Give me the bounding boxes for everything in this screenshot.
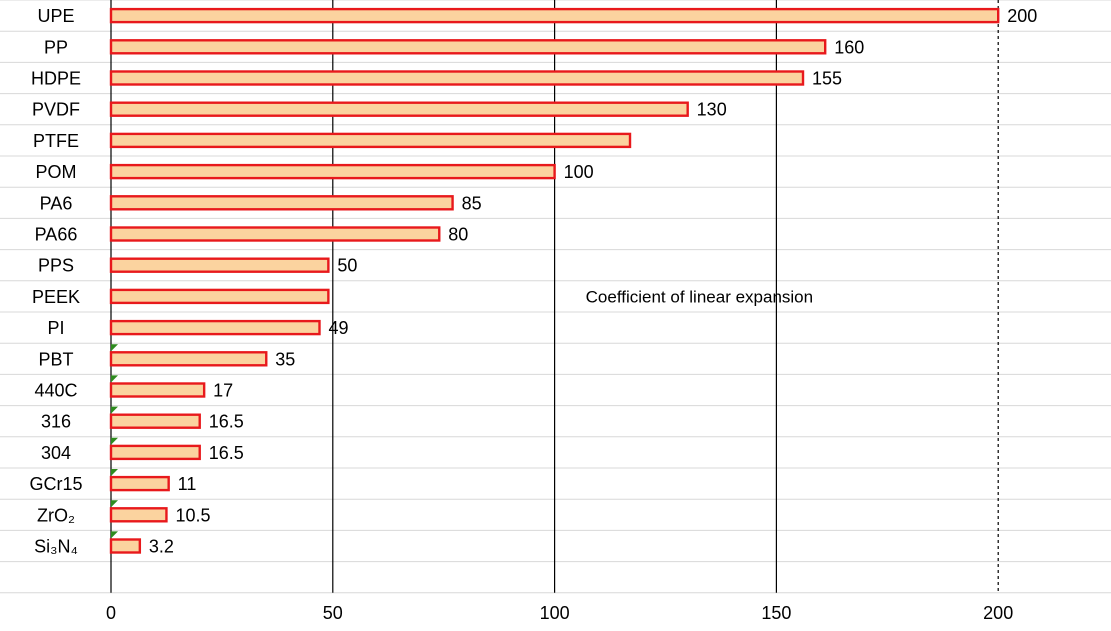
value-label: 160	[834, 37, 864, 57]
value-label: 35	[275, 349, 295, 369]
bar	[109, 39, 827, 55]
bar	[109, 538, 142, 554]
value-label: 17	[213, 381, 233, 401]
value-label: 130	[697, 100, 727, 120]
value-label: 80	[448, 225, 468, 245]
value-label: 16.5	[209, 443, 244, 463]
value-label: 10.5	[175, 505, 210, 525]
x-tick-label: 150	[761, 603, 791, 623]
bar	[109, 226, 441, 242]
value-label: 16.5	[209, 412, 244, 432]
value-label: 3.2	[149, 537, 174, 557]
marker	[111, 500, 118, 508]
bar	[109, 257, 330, 273]
bar	[109, 444, 201, 461]
bar	[109, 288, 330, 305]
bar	[109, 351, 268, 367]
category-label: ZrO₂	[37, 505, 75, 525]
category-label: PA6	[40, 193, 73, 213]
bar	[109, 70, 805, 86]
x-tick-label: 200	[983, 603, 1013, 623]
category-label: PEEK	[32, 287, 80, 307]
category-label: PA66	[35, 225, 78, 245]
category-label: PTFE	[33, 131, 79, 151]
bar	[109, 507, 168, 523]
bar	[109, 319, 321, 336]
value-label: 100	[564, 162, 594, 182]
category-label: UPE	[37, 6, 74, 26]
category-label: Si₃N₄	[34, 537, 78, 557]
category-label: POM	[35, 162, 76, 182]
category-label: PP	[44, 37, 68, 57]
category-label: 316	[41, 412, 71, 432]
x-tick-label: 0	[106, 603, 116, 623]
bar	[109, 132, 632, 149]
category-label: PBT	[38, 349, 73, 369]
marker	[111, 469, 118, 476]
chart-annotation: Coefficient of linear expansion	[586, 287, 813, 306]
bar	[109, 382, 206, 398]
category-label: PPS	[38, 256, 74, 276]
value-label: 50	[337, 256, 357, 276]
marker	[111, 344, 118, 352]
marker	[111, 375, 118, 383]
category-label: PI	[47, 318, 64, 338]
bar	[109, 101, 689, 117]
marker	[111, 531, 118, 539]
category-label: 304	[41, 443, 71, 463]
x-tick-label: 100	[540, 603, 570, 623]
bar	[109, 195, 454, 211]
category-label: PVDF	[32, 100, 80, 120]
value-label: 200	[1007, 6, 1037, 26]
value-label: 11	[178, 474, 197, 494]
category-label: GCr15	[29, 474, 82, 494]
marker	[111, 437, 118, 445]
bar	[109, 163, 556, 180]
category-label: HDPE	[31, 69, 81, 89]
bar	[109, 475, 170, 492]
marker	[111, 406, 118, 414]
bar	[109, 7, 1000, 24]
value-label: 85	[462, 193, 482, 213]
value-label: 155	[812, 69, 842, 89]
bar	[109, 413, 201, 429]
category-label: 440C	[34, 381, 77, 401]
value-label: 49	[328, 318, 348, 338]
x-tick-label: 50	[323, 603, 343, 623]
